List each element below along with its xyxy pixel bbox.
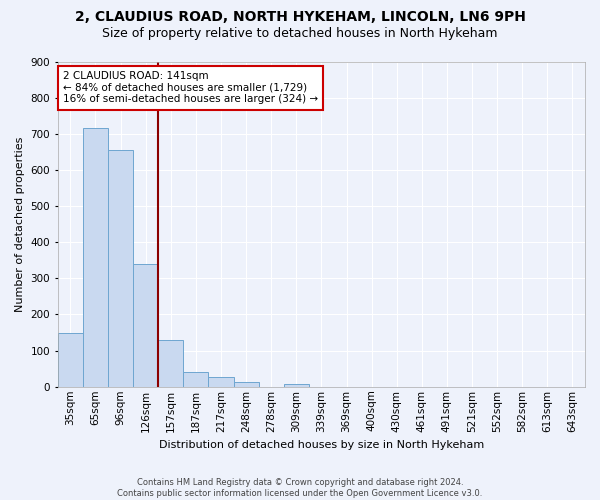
- Bar: [208, 376, 233, 387]
- Bar: [58, 332, 83, 387]
- Bar: [83, 128, 108, 387]
- Bar: [158, 340, 184, 387]
- Bar: [284, 384, 309, 387]
- X-axis label: Distribution of detached houses by size in North Hykeham: Distribution of detached houses by size …: [159, 440, 484, 450]
- Text: 2, CLAUDIUS ROAD, NORTH HYKEHAM, LINCOLN, LN6 9PH: 2, CLAUDIUS ROAD, NORTH HYKEHAM, LINCOLN…: [74, 10, 526, 24]
- Y-axis label: Number of detached properties: Number of detached properties: [15, 136, 25, 312]
- Bar: [233, 382, 259, 387]
- Text: Contains HM Land Registry data © Crown copyright and database right 2024.
Contai: Contains HM Land Registry data © Crown c…: [118, 478, 482, 498]
- Bar: [184, 372, 208, 387]
- Text: 2 CLAUDIUS ROAD: 141sqm
← 84% of detached houses are smaller (1,729)
16% of semi: 2 CLAUDIUS ROAD: 141sqm ← 84% of detache…: [63, 72, 318, 104]
- Bar: [108, 150, 133, 387]
- Text: Size of property relative to detached houses in North Hykeham: Size of property relative to detached ho…: [102, 28, 498, 40]
- Bar: [133, 264, 158, 387]
